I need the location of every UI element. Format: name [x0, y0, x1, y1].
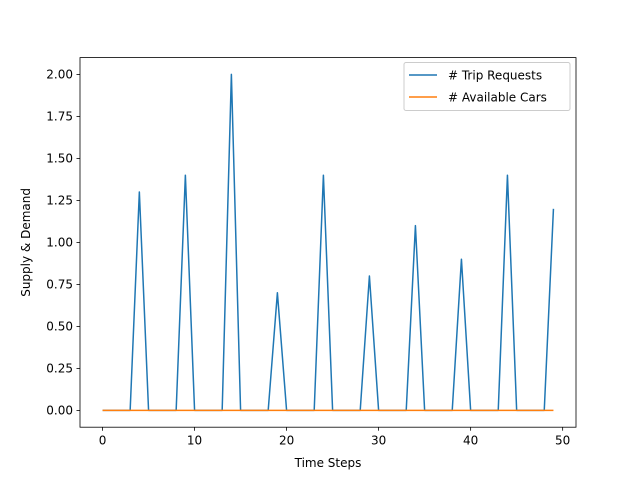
- y-tick-label: 1.50: [46, 152, 73, 166]
- y-tick-label: 1.75: [46, 110, 73, 124]
- y-tick-label: 1.25: [46, 194, 73, 208]
- x-tick-label: 10: [187, 434, 202, 448]
- y-axis-ticks: 0.00 0.25 0.50 0.75 1.00 1.25 1.50 1.75 2.00: [46, 68, 80, 418]
- x-axis-label: Time Steps: [294, 456, 362, 470]
- x-tick-label: 40: [463, 434, 478, 448]
- y-tick-label: 0.50: [46, 320, 73, 334]
- x-tick-label: 20: [279, 434, 294, 448]
- x-tick-label: 50: [555, 434, 570, 448]
- y-tick-label: 0.25: [46, 362, 73, 376]
- legend-label-trip-requests: # Trip Requests: [448, 69, 542, 83]
- y-tick-label: 1.00: [46, 236, 73, 250]
- y-tick-label: 0.00: [46, 404, 73, 418]
- x-axis-ticks: 0 10 20 30 40 50: [99, 427, 570, 448]
- series-layer: [102, 73, 555, 412]
- y-axis-label: Supply & Demand: [19, 188, 33, 297]
- y-tick-label: 0.75: [46, 278, 73, 292]
- legend-box: [403, 62, 571, 111]
- x-tick-label: 30: [371, 434, 386, 448]
- legend-label-available-cars: # Available Cars: [448, 91, 547, 105]
- x-tick-label: 0: [99, 434, 107, 448]
- legend: # Trip Requests # Available Cars: [403, 62, 571, 111]
- y-tick-label: 2.00: [46, 68, 73, 82]
